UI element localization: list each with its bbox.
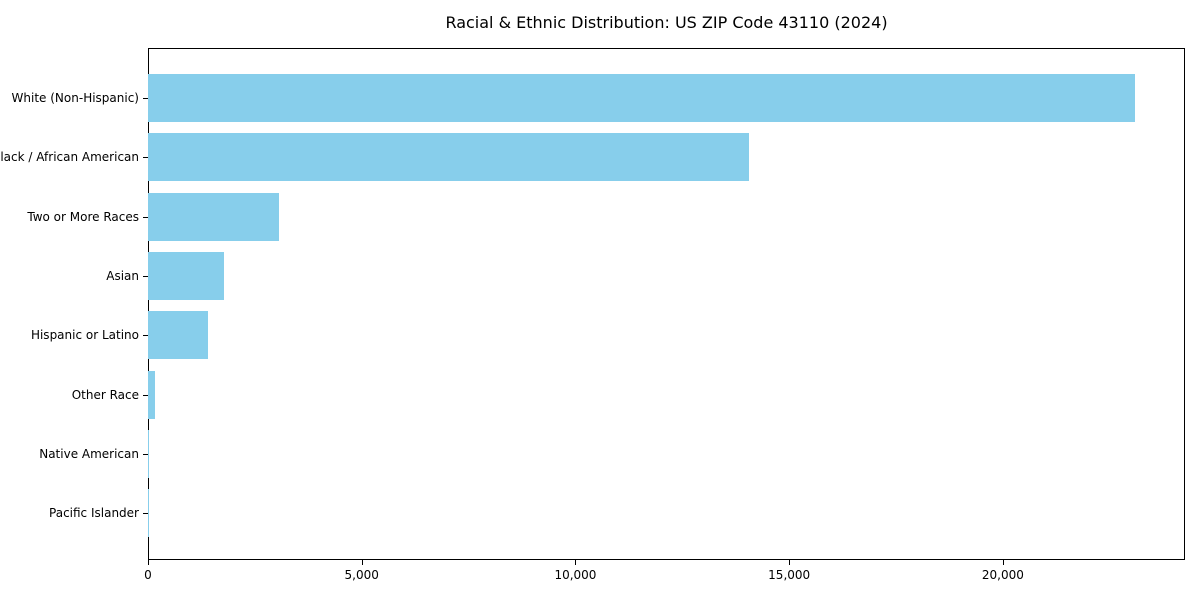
y-tick-mark — [143, 394, 148, 396]
bar-black-african-american — [148, 133, 749, 182]
bar-white-non-hispanic — [148, 74, 1136, 122]
x-tick-label: 5,000 — [344, 568, 379, 582]
y-axis-label: Other Race — [71, 387, 139, 402]
bar-native-american — [148, 429, 150, 478]
x-tick-label: 0 — [144, 568, 152, 582]
y-tick-mark — [143, 157, 148, 159]
y-axis-label: Pacific Islander — [49, 506, 139, 521]
y-axis-label: Hispanic or Latino — [30, 328, 139, 343]
x-tick-mark — [1002, 560, 1004, 565]
x-tick-label: 10,000 — [554, 568, 597, 582]
x-tick-label: 20,000 — [981, 568, 1024, 582]
y-axis-label: Asian — [106, 268, 139, 283]
y-tick-mark — [143, 216, 148, 218]
bar-two-or-more-races — [148, 192, 279, 241]
bar-other-race — [148, 370, 156, 419]
x-tick-mark — [148, 560, 149, 565]
y-tick-mark — [143, 98, 148, 99]
y-tick-mark — [143, 513, 148, 515]
y-axis-label: White (Non-Hispanic) — [11, 91, 139, 105]
plot-area — [148, 48, 1185, 560]
y-tick-mark — [143, 335, 148, 337]
y-tick-mark — [143, 275, 148, 277]
bar-hispanic-or-latino — [148, 311, 208, 360]
y-axis-label: Native American — [39, 446, 139, 461]
y-tick-mark — [143, 453, 148, 455]
x-tick-label: 15,000 — [768, 568, 811, 582]
y-axis-label: Two or More Races — [27, 209, 139, 224]
x-tick-mark — [789, 560, 791, 565]
bar-asian — [148, 251, 225, 300]
x-tick-mark — [361, 560, 363, 565]
y-axis-label: Black / African American — [0, 150, 139, 165]
chart-title: Racial & Ethnic Distribution: US ZIP Cod… — [445, 13, 888, 32]
x-tick-mark — [575, 560, 577, 565]
